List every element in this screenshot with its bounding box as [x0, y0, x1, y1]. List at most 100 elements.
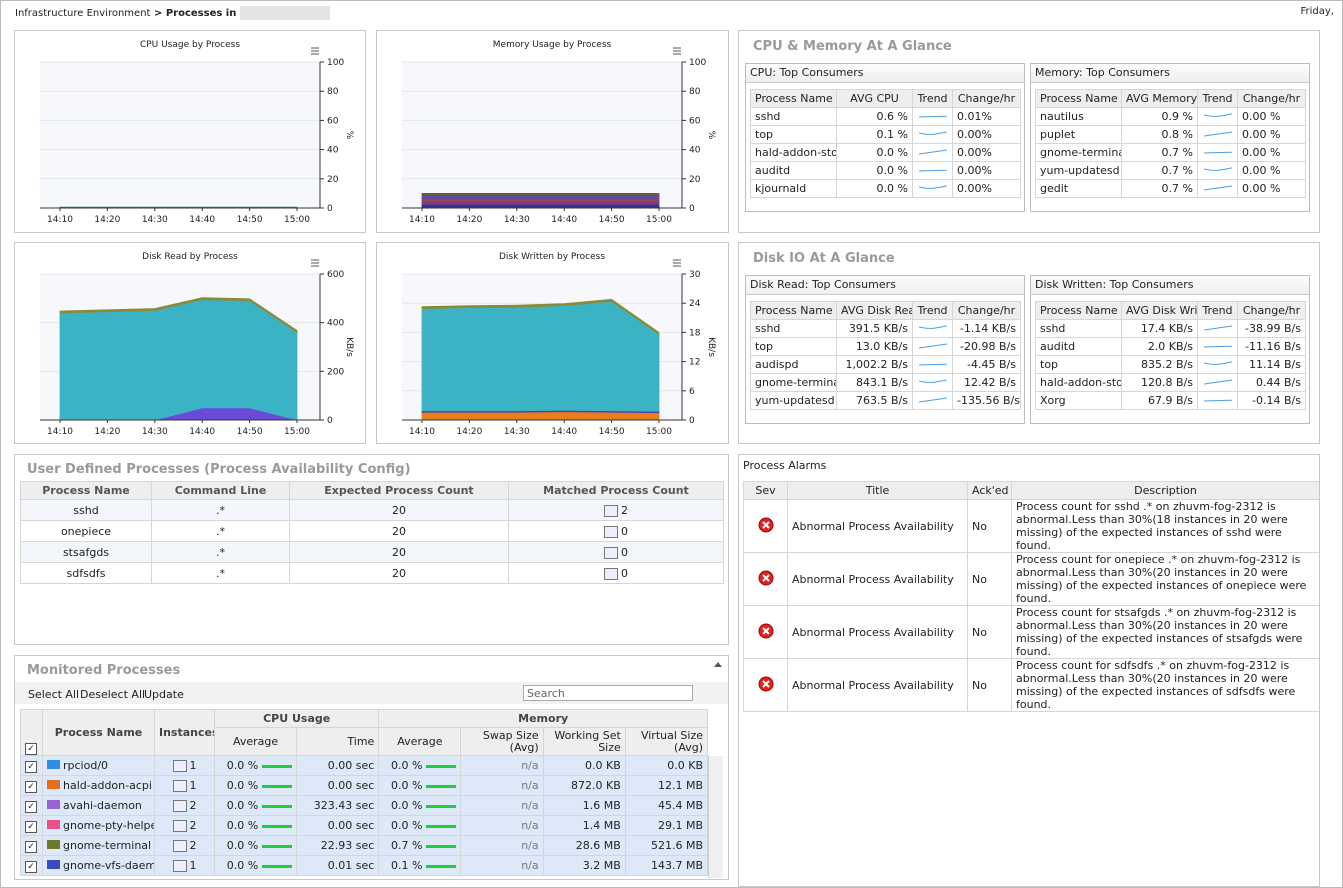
severity-cell — [743, 605, 788, 659]
table-row: Abnormal Process Availability No Process c… — [743, 499, 1319, 553]
checkbox[interactable]: ✓ — [25, 840, 37, 853]
collapse-icon[interactable] — [714, 662, 722, 667]
memory-average: 0.0 % — [391, 819, 423, 832]
box-title: Disk Written: Top Consumers — [1031, 276, 1309, 295]
search-box[interactable]: Search — [523, 685, 693, 701]
process-name[interactable]: avahi-daemon — [63, 799, 142, 812]
change-value: 0.00 % — [1237, 143, 1306, 162]
instances-icon[interactable] — [172, 800, 187, 812]
severity-x — [761, 626, 770, 635]
chart-title: Memory Usage by Process — [493, 40, 612, 50]
instances-icon[interactable] — [604, 567, 618, 580]
scrollbar[interactable] — [708, 756, 723, 878]
column-header: AVG Disk Read — [836, 301, 913, 320]
process-name[interactable]: hald-addon-acpi — [63, 779, 152, 792]
table-row: top 0.1 % 0.00% — [750, 125, 1021, 144]
instances-icon[interactable] — [172, 820, 187, 832]
cpu-average: 0.0 % — [226, 839, 259, 852]
process-name: top — [1035, 355, 1122, 374]
memory-average: 0.0 % — [391, 779, 423, 792]
process-name[interactable]: rpciod/0 — [63, 759, 109, 772]
toolbar-button[interactable]: Select All — [28, 688, 80, 701]
breadcrumb-root[interactable]: Infrastructure Environment — [15, 8, 151, 19]
memory-average-cell: 0.0 % — [378, 755, 462, 776]
instances-icon[interactable] — [604, 546, 618, 559]
x-tick-label: 15:00 — [646, 427, 672, 437]
working-set: 3.2 MB — [542, 855, 626, 876]
trend-cell — [1197, 391, 1238, 410]
change-value: -11.16 B/s — [1237, 337, 1306, 356]
process-name[interactable]: gnome-vfs-daemo — [63, 859, 155, 872]
sparkline-line — [918, 397, 947, 403]
instances-icon[interactable] — [604, 504, 618, 517]
checkbox[interactable]: ✓ — [25, 780, 37, 793]
column-header: Change/hr — [952, 301, 1021, 320]
column-header: Change/hr — [1237, 89, 1306, 108]
x-tick-label: 14:40 — [189, 427, 215, 437]
sparkline — [918, 115, 947, 118]
sparkline-line — [918, 363, 947, 366]
column-header: Average — [378, 727, 462, 756]
sparkline — [918, 149, 947, 155]
cpu-average-cell: 0.0 % — [213, 855, 298, 876]
x-tick-label: 14:40 — [551, 427, 577, 437]
working-set: 872.0 KB — [542, 775, 626, 796]
column-header: Swap Size (Avg) — [460, 727, 544, 756]
instances-icon[interactable] — [172, 840, 187, 852]
trend-cell — [912, 319, 953, 338]
y-axis-label: % — [344, 131, 354, 140]
checkbox[interactable]: ✓ — [25, 800, 37, 813]
checkbox[interactable]: ✓ — [25, 820, 37, 833]
table-row: ✓ gnome-pty-helpe 2 0.0 % 0.00 sec 0.0 % n/a 1.… — [20, 815, 709, 836]
trend-cell — [1197, 161, 1238, 180]
y-tick-label: 100 — [327, 58, 344, 68]
cell: sdfsdfs — [20, 562, 152, 584]
instances-icon[interactable] — [172, 780, 187, 792]
toolbar-button[interactable]: Update — [144, 688, 184, 701]
severity-x — [761, 679, 770, 688]
severity-cell — [743, 658, 788, 712]
process-name-cell: gnome-pty-helpe — [42, 815, 155, 836]
x-tick-label: 14:30 — [504, 215, 530, 225]
avg-value: 835.2 B/s — [1121, 355, 1198, 374]
alarm-description: Process count for onepiece .* on zhuvm-f… — [1011, 552, 1319, 606]
header-row: Process Name AVG CPU Trend Change/hr — [750, 89, 1021, 108]
chart-panel: CPU Usage by Process 0 20 40 60 80 100 14:10 14:… — [14, 30, 366, 233]
sparkline-line — [1203, 361, 1232, 365]
checkbox[interactable]: ✓ — [25, 760, 37, 773]
virtual-size: 45.4 MB — [624, 795, 709, 816]
sparkline — [1203, 379, 1232, 385]
avg-value: 391.5 KB/s — [836, 319, 913, 338]
y-tick-label: 6 — [689, 387, 695, 397]
process-name[interactable]: gnome-pty-helpe — [63, 819, 155, 832]
alarm-description: Process count for stsafgds .* on zhuvm-f… — [1011, 605, 1319, 659]
column-header: Trend — [912, 89, 953, 108]
sparkline — [918, 185, 947, 189]
avg-value: 763.5 B/s — [836, 391, 913, 410]
checkbox[interactable]: ✓ — [25, 743, 37, 755]
sparkline — [1203, 167, 1232, 171]
avg-value: 17.4 KB/s — [1121, 319, 1198, 338]
column-header: Ack'ed — [967, 481, 1012, 500]
toolbar-button[interactable]: Deselect All — [80, 688, 146, 701]
header-row: Process Name AVG Memory Trend Change/hr — [1035, 89, 1306, 108]
cpu-time: 0.00 sec — [296, 755, 380, 776]
x-tick-label: 15:00 — [646, 215, 672, 225]
instances-icon[interactable] — [172, 760, 187, 772]
working-set: 1.4 MB — [542, 815, 626, 836]
instances-icon[interactable] — [172, 860, 187, 872]
trend-cell — [1197, 179, 1238, 198]
x-tick-label: 14:20 — [456, 215, 482, 225]
checkbox[interactable]: ✓ — [25, 860, 37, 873]
y-axis-label: KB/s — [344, 337, 354, 357]
change-value: 0.44 B/s — [1237, 373, 1306, 392]
usage-bar — [426, 764, 457, 768]
process-name[interactable]: gnome-terminal — [63, 839, 152, 852]
instances-icon[interactable] — [604, 525, 618, 538]
cpu-time: 0.00 sec — [296, 775, 380, 796]
usage-bar — [426, 824, 457, 828]
cell-text: .* — [216, 503, 225, 517]
cell-text: stsafgds — [62, 545, 110, 559]
y-tick-label: 0 — [327, 204, 333, 214]
panel-title: Monitored Processes — [27, 663, 181, 678]
